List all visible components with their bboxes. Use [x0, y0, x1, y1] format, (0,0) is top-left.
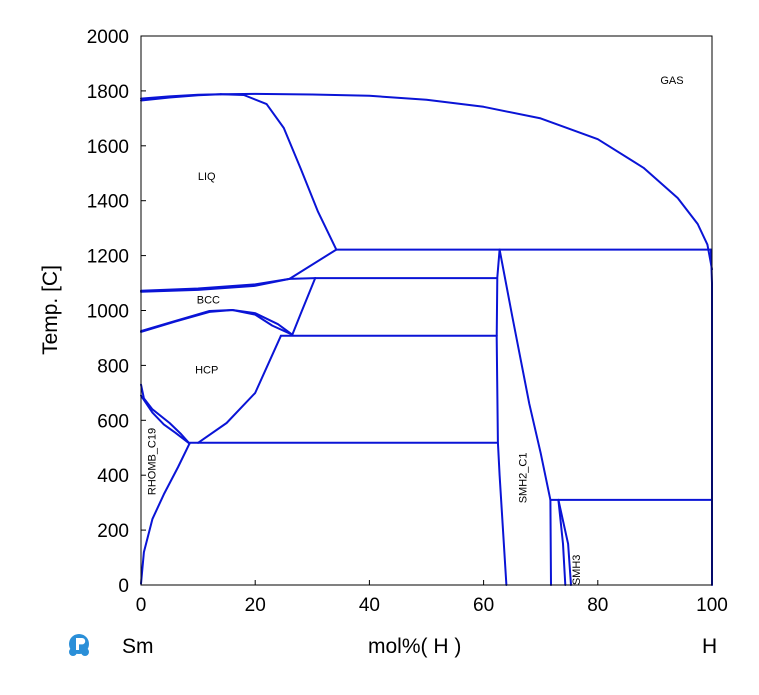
phase-labels: GAS LIQ BCC HCP RHOMB_C19 SMH2_C1 SMH3	[146, 75, 683, 585]
y-tick-label: 1400	[87, 192, 129, 213]
phase-boundary-line	[140, 277, 291, 293]
x-tick-label: 40	[359, 595, 380, 616]
phase-label: GAS	[660, 75, 683, 87]
phase-boundary-line	[219, 93, 338, 251]
phase-label: LIQ	[198, 171, 216, 183]
x-tick-label: 60	[473, 595, 494, 616]
phase-label: HCP	[195, 365, 218, 377]
x-axis-left-component: Sm	[122, 635, 154, 658]
phase-label: RHOMB_C19	[146, 428, 158, 495]
logo-icon	[69, 634, 89, 656]
y-tick-label: 1600	[87, 137, 129, 158]
phase-label: BCC	[197, 295, 220, 307]
y-tick-label: 600	[97, 411, 129, 432]
x-tick-label: 20	[245, 595, 266, 616]
phase-boundaries	[140, 92, 713, 586]
phase-boundary-line	[140, 309, 294, 336]
phase-boundary-line	[197, 334, 282, 444]
y-tick-label: 400	[97, 466, 129, 487]
phase-label: SMH2_C1	[517, 453, 529, 504]
x-tick-label: 80	[587, 595, 608, 616]
phase-boundary-line	[140, 309, 294, 336]
phase-boundary-line	[140, 442, 191, 585]
y-tick-label: 0	[118, 576, 129, 597]
y-tick-label: 1800	[87, 82, 129, 103]
y-tick-label: 1000	[87, 302, 129, 323]
phase-boundary-line	[288, 248, 338, 280]
y-tick-label: 200	[97, 521, 129, 542]
phase-boundary-line	[140, 394, 191, 445]
phase-boundary-line	[495, 248, 508, 586]
y-tick-label: 2000	[87, 27, 129, 48]
x-axis-right-component: H	[702, 635, 717, 658]
phase-label: SMH3	[571, 555, 583, 586]
phase-boundary-line	[140, 277, 317, 292]
y-axis-title: Temp. [C]	[39, 265, 62, 355]
phase-boundary-line	[140, 383, 191, 445]
x-tick-label: 100	[696, 595, 728, 616]
x-axis-title: mol%( H )	[368, 635, 461, 658]
axis-ticks: 0 20 40 60 80 1000200400600800100012001400160…	[87, 27, 728, 616]
plot-frame	[140, 35, 713, 586]
y-tick-label: 1200	[87, 247, 129, 268]
phase-boundary-line	[291, 277, 317, 336]
phase-boundary-line	[557, 498, 572, 586]
phase-boundary-line	[557, 498, 567, 586]
y-tick-label: 800	[97, 356, 129, 377]
x-tick-label: 0	[136, 595, 147, 616]
phase-boundary-line	[140, 93, 222, 102]
phase-boundary-line	[498, 248, 552, 501]
phase-boundary-line	[219, 92, 713, 271]
phase-boundary-line	[549, 498, 552, 586]
